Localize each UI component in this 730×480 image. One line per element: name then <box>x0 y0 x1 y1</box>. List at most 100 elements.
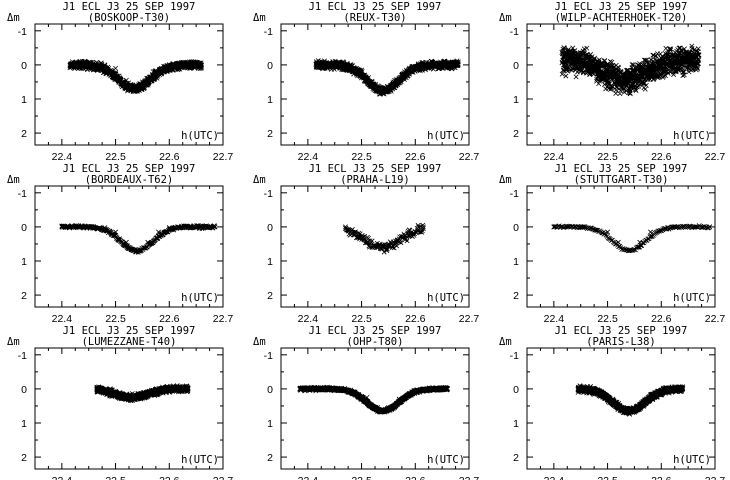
data-point <box>145 239 151 245</box>
data-point <box>113 229 119 235</box>
data-point <box>139 79 145 85</box>
data-point <box>402 69 408 75</box>
y-tick-label: 2 <box>21 290 27 302</box>
data-point <box>348 62 354 68</box>
data-point <box>674 52 680 58</box>
x-tick-label: 22.7 <box>705 151 726 163</box>
data-point <box>364 394 370 400</box>
data-point <box>626 248 632 254</box>
data-point <box>669 386 675 392</box>
y-tick-label: -1 <box>510 26 519 38</box>
y-axis-label: Δm <box>499 174 512 186</box>
data-point <box>123 239 129 245</box>
y-tick-label: 0 <box>267 60 273 72</box>
y-tick-label: 2 <box>513 128 519 140</box>
panel-7: J1 ECL J3 25 SEP 1997(LUMEZZANE-T40)Δm22… <box>7 325 233 480</box>
data-point <box>434 62 440 68</box>
data-point <box>396 396 402 402</box>
data-point <box>118 391 124 397</box>
data-point-cloud <box>575 383 686 417</box>
y-tick-label: 2 <box>267 452 273 464</box>
data-point <box>428 386 434 392</box>
y-tick-label: 2 <box>513 452 519 464</box>
data-point-cloud <box>297 384 450 415</box>
data-point <box>59 224 65 230</box>
y-tick-label: 2 <box>21 128 27 140</box>
data-point <box>166 225 172 231</box>
x-axis-label: h(UTC) <box>673 292 711 304</box>
y-tick-label: 1 <box>267 94 273 106</box>
panel-title: J1 ECL J3 25 SEP 1997 <box>555 325 688 337</box>
x-axis-label: h(UTC) <box>181 130 219 142</box>
data-point <box>156 388 162 394</box>
data-series <box>559 43 702 97</box>
y-tick-label: 1 <box>21 94 27 106</box>
data-point <box>653 389 659 395</box>
data-series <box>59 223 218 255</box>
y-axis-label: Δm <box>499 336 512 348</box>
data-series <box>575 383 686 417</box>
data-point <box>123 77 129 83</box>
data-point <box>359 67 365 73</box>
x-tick-label: 22.6 <box>651 313 672 325</box>
x-tick-label: 22.7 <box>705 313 726 325</box>
y-tick-label: 1 <box>513 418 519 430</box>
x-tick-label: 22.4 <box>298 151 319 163</box>
data-point-cloud <box>94 383 191 404</box>
panel-subtitle: (REUX-T30) <box>343 12 406 24</box>
data-point <box>631 76 637 82</box>
y-tick-label: 2 <box>267 128 273 140</box>
data-point <box>680 386 686 392</box>
x-tick-label: 22.5 <box>597 313 618 325</box>
x-tick-label: 22.5 <box>105 313 126 325</box>
y-axis-label: Δm <box>7 12 20 24</box>
panel-subtitle: (WILP-ACHTERHOEK-T20) <box>555 12 688 24</box>
panel-8: J1 ECL J3 25 SEP 1997(OHP-T80) Δm 22.4 22.5… <box>253 325 479 480</box>
panel-2: J1 ECL J3 25 SEP 1997(REUX-T30) Δm 22.4 22.… <box>253 1 479 163</box>
data-point <box>385 405 391 411</box>
y-tick-label: 1 <box>267 418 273 430</box>
panel-subtitle: (STUTTGART-T30) <box>574 174 669 186</box>
data-series <box>94 383 191 404</box>
data-point <box>131 86 137 92</box>
x-tick-label: 22.5 <box>597 151 618 163</box>
x-tick-label: 22.5 <box>597 475 618 480</box>
panel-title: J1 ECL J3 25 SEP 1997 <box>555 1 688 13</box>
data-point <box>615 239 621 245</box>
data-point <box>113 65 119 71</box>
panel-subtitle: (PRAHA-L19) <box>340 174 410 186</box>
y-axis-label: Δm <box>7 336 20 348</box>
data-point <box>172 386 178 392</box>
x-axis-label: h(UTC) <box>181 292 219 304</box>
y-tick-label: 2 <box>267 290 273 302</box>
data-point <box>380 244 386 250</box>
panel-3: J1 ECL J3 25 SEP 1997(WILP-ACHTERHOEK-T2… <box>499 1 725 163</box>
x-tick-label: 22.4 <box>544 151 565 163</box>
data-point <box>594 59 600 64</box>
x-tick-label: 22.5 <box>105 151 126 163</box>
y-tick-label: 1 <box>21 418 27 430</box>
y-tick-label: 0 <box>21 222 27 234</box>
y-tick-label: -1 <box>510 350 519 362</box>
panel-title: J1 ECL J3 25 SEP 1997 <box>309 325 442 337</box>
data-point <box>129 394 135 400</box>
y-tick-label: 1 <box>513 256 519 268</box>
x-tick-label: 22.6 <box>159 475 180 480</box>
data-point <box>578 55 584 61</box>
x-tick-label: 22.7 <box>213 475 234 480</box>
data-point <box>669 224 675 230</box>
data-point <box>594 388 600 394</box>
y-axis-label: Δm <box>7 174 20 186</box>
panel-title: J1 ECL J3 25 SEP 1997 <box>309 163 442 175</box>
data-point <box>626 408 632 414</box>
data-point <box>575 386 581 392</box>
x-axis-label: h(UTC) <box>427 454 465 466</box>
x-axis-label: h(UTC) <box>427 130 465 142</box>
data-point <box>551 224 557 230</box>
data-point <box>605 229 611 235</box>
data-point <box>578 224 584 230</box>
data-point <box>623 79 629 85</box>
y-tick-label: 0 <box>267 384 273 396</box>
data-point <box>86 224 92 230</box>
